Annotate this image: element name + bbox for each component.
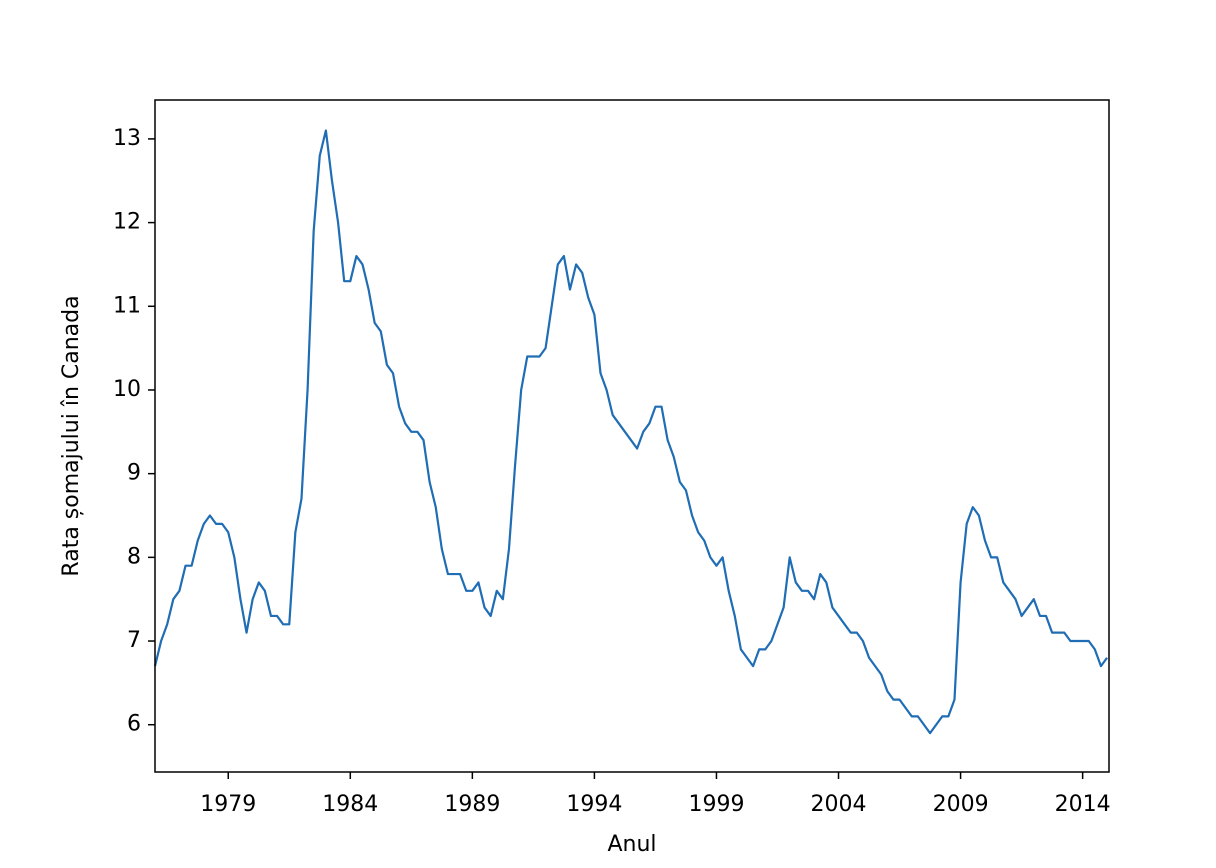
y-tick-label: 12 (113, 210, 141, 235)
y-tick-label: 6 (127, 712, 141, 737)
x-tick-label: 1994 (566, 792, 622, 817)
y-axis-label: Rata șomajului în Canada (59, 295, 84, 576)
x-axis-label: Anul (607, 832, 656, 857)
y-tick-label: 9 (127, 461, 141, 486)
x-tick-label: 2009 (933, 792, 989, 817)
x-tick-label: 1984 (322, 792, 378, 817)
x-tick-label: 1979 (200, 792, 256, 817)
y-tick-label: 7 (127, 628, 141, 653)
plot-frame (154, 99, 1110, 773)
y-tick-label: 8 (127, 544, 141, 569)
y-tick-label: 11 (113, 293, 141, 318)
y-tick-label: 13 (113, 126, 141, 151)
data-line (153, 129, 1108, 735)
x-tick-label: 1999 (688, 792, 744, 817)
y-tick-label: 10 (113, 377, 141, 402)
x-tick-label: 2014 (1055, 792, 1111, 817)
x-tick-label: 2004 (811, 792, 867, 817)
x-tick-label: 1989 (444, 792, 500, 817)
